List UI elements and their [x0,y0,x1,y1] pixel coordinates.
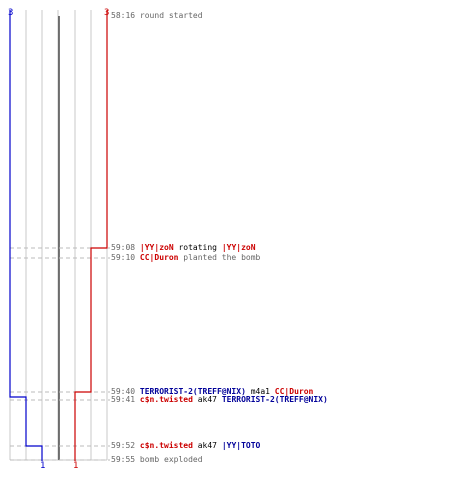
red-team-end-count: 1 [73,461,78,471]
event-row: 59:10 CC|Duron planted the bomb [111,253,260,263]
player-name: c$n.twisted [139,441,193,450]
event-text: m4a1 [245,387,275,396]
player-name: |YY|TOTO [221,441,261,450]
blue-team-path [9,10,43,461]
event-row: 59:41 c$n.twisted ak47 TERRORIST-2(TREFF… [111,395,328,405]
player-name: CC|Duron [139,253,179,262]
red-team-path [74,10,108,461]
event-time: 59:08 [111,243,136,252]
event-time: 59:10 [111,253,136,262]
blue-team-end-count: 1 [40,461,45,471]
event-row: 59:55 bomb exploded [111,455,203,465]
event-time: 58:16 [111,11,136,20]
event-row: 58:16 round started [111,11,203,21]
player-name: TERRORIST-2(TREFF@NIX) [221,395,328,404]
player-name: c$n.twisted [139,395,193,404]
team-paths [9,10,108,461]
player-name: |YY|zoN [139,243,174,252]
event-text: ak47 [192,395,222,404]
event-time: 59:41 [111,395,136,404]
red-team-start-count: 3 [104,8,109,18]
event-time: 59:55 [111,455,136,464]
blue-team-start-count: 3 [8,8,13,18]
player-name: TERRORIST-2(TREFF@NIX) [139,387,246,396]
event-text: bomb exploded [139,455,203,464]
event-time: 59:40 [111,387,136,396]
event-text: ak47 [192,441,222,450]
event-text: rotating [173,243,222,252]
event-row: 59:40 TERRORIST-2(TREFF@NIX) m4a1 CC|Dur… [111,387,313,397]
event-text: planted the bomb [178,253,261,262]
event-row: 59:08 |YY|zoN rotating |YY|zoN [111,243,256,253]
player-name: CC|Duron [274,387,314,396]
event-time: 59:52 [111,441,136,450]
player-name: |YY|zoN [221,243,256,252]
event-text: round started [139,11,203,20]
event-row: 59:52 c$n.twisted ak47 |YY|TOTO [111,441,260,451]
event-guides [10,247,110,461]
